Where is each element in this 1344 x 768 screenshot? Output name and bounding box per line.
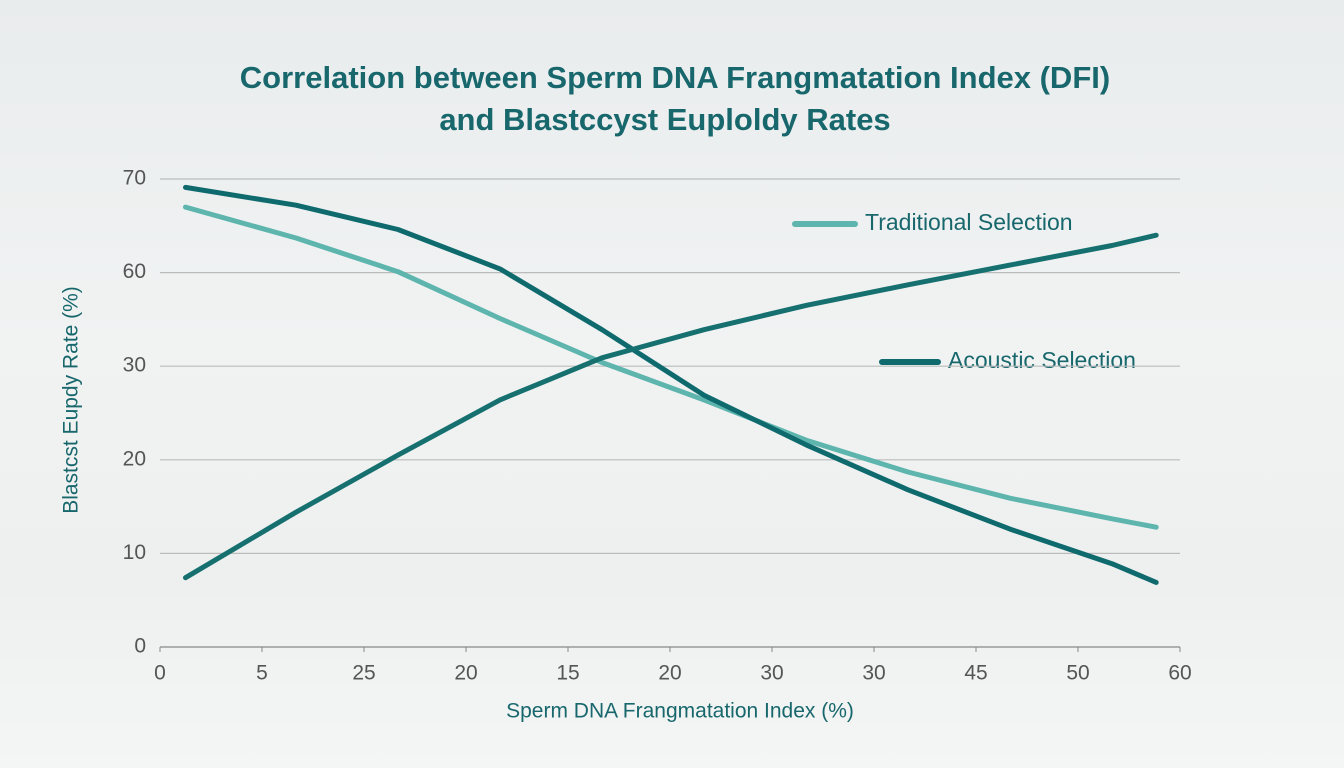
x-tick-label: 5 — [256, 662, 268, 685]
chart-title: and Blastccyst Euploldy Rates — [439, 102, 890, 137]
x-tick-label: 30 — [760, 662, 783, 685]
legend-label: Acoustic Selection — [948, 347, 1136, 373]
chart-title: Correlation between Sperm DNA Frangmatat… — [240, 60, 1110, 95]
x-tick-label: 60 — [1168, 662, 1191, 685]
x-tick-label: 30 — [862, 662, 885, 685]
legend-label: Traditional Selection — [865, 209, 1073, 235]
y-tick-label: 60 — [123, 260, 146, 283]
y-tick-label: 30 — [123, 354, 146, 377]
x-tick-label: 50 — [1066, 662, 1089, 685]
x-tick-label: 25 — [352, 662, 375, 685]
series-line — [183, 204, 1159, 530]
series-line — [183, 184, 1159, 585]
x-tick-label: 20 — [454, 662, 477, 685]
x-tick-label: 15 — [556, 662, 579, 685]
x-tick-label: 0 — [154, 662, 166, 685]
y-axis-label: Blastcst Eupdy Rate (%) — [60, 286, 83, 514]
series-line — [183, 232, 1159, 581]
x-axis-label: Sperm DNA Frangmatation Index (%) — [506, 700, 854, 723]
x-tick-label: 45 — [964, 662, 987, 685]
x-tick-label: 20 — [658, 662, 681, 685]
y-tick-label: 10 — [123, 541, 146, 564]
y-tick-label: 70 — [123, 167, 146, 190]
y-tick-label: 20 — [123, 447, 146, 470]
y-tick-label: 0 — [134, 635, 146, 658]
